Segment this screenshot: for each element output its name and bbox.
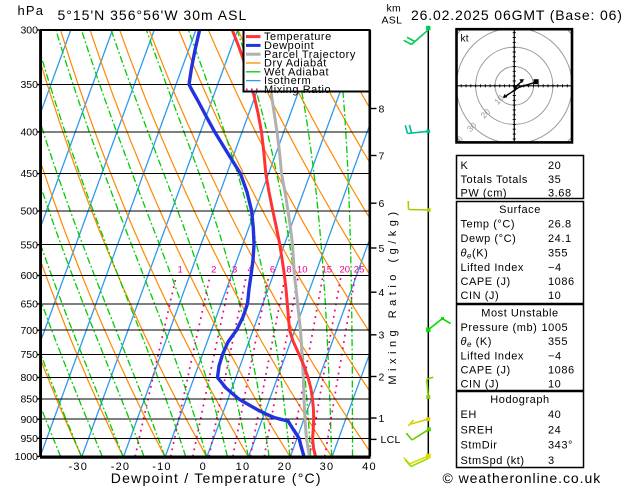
- svg-text:hPa: hPa: [18, 3, 45, 18]
- svg-text:Wet Adiabat: Wet Adiabat: [264, 66, 329, 78]
- svg-text:355: 355: [548, 336, 568, 348]
- svg-text:6: 6: [379, 198, 385, 210]
- svg-text:Mixing Ratio: Mixing Ratio: [264, 84, 331, 96]
- svg-text:K: K: [461, 160, 469, 172]
- svg-text:4: 4: [379, 287, 385, 299]
- svg-text:Lifted Index: Lifted Index: [461, 262, 524, 274]
- svg-text:CIN (J): CIN (J): [461, 290, 500, 302]
- svg-text:-20: -20: [111, 461, 131, 473]
- svg-text:3: 3: [379, 330, 385, 342]
- svg-text:15: 15: [322, 265, 333, 276]
- svg-text:ASL: ASL: [382, 15, 403, 27]
- svg-text:Dewpoint: Dewpoint: [264, 40, 314, 52]
- svg-text:1000: 1000: [15, 451, 39, 463]
- svg-text:θe(K): θe(K): [461, 247, 489, 260]
- svg-text:Dry Adiabat: Dry Adiabat: [264, 58, 327, 70]
- svg-text:3: 3: [232, 265, 237, 276]
- svg-text:10: 10: [297, 265, 308, 276]
- svg-text:-10: -10: [152, 461, 172, 473]
- svg-text:Temp (°C): Temp (°C): [461, 219, 516, 231]
- svg-text:8: 8: [286, 265, 291, 276]
- svg-text:Totals Totals: Totals Totals: [461, 174, 528, 186]
- svg-text:StmSpd (kt): StmSpd (kt): [461, 455, 525, 467]
- svg-text:850: 850: [20, 394, 38, 406]
- svg-text:300: 300: [20, 25, 38, 37]
- svg-text:1086: 1086: [548, 276, 575, 288]
- svg-text:30: 30: [320, 461, 335, 473]
- svg-text:600: 600: [20, 270, 38, 282]
- svg-text:© weatheronline.co.uk: © weatheronline.co.uk: [443, 470, 602, 486]
- svg-text:10: 10: [548, 290, 561, 302]
- svg-text:2: 2: [379, 371, 385, 383]
- svg-text:−4: −4: [548, 350, 562, 362]
- svg-text:35: 35: [548, 174, 561, 186]
- svg-text:LCL: LCL: [381, 434, 401, 446]
- svg-text:-30: -30: [69, 461, 89, 473]
- svg-text:650: 650: [20, 299, 38, 311]
- svg-text:26.02.2025 06GMT (Base: 06): 26.02.2025 06GMT (Base: 06): [411, 7, 623, 23]
- svg-text:355: 355: [548, 247, 568, 259]
- svg-text:800: 800: [20, 372, 38, 384]
- svg-text:1: 1: [177, 265, 182, 276]
- svg-text:0: 0: [200, 461, 207, 473]
- svg-text:550: 550: [20, 239, 38, 251]
- svg-text:Most Unstable: Most Unstable: [481, 308, 558, 320]
- svg-text:2: 2: [211, 265, 216, 276]
- svg-text:StmDir: StmDir: [461, 440, 498, 452]
- svg-text:Lifted Index: Lifted Index: [461, 350, 524, 362]
- svg-text:3.68: 3.68: [548, 187, 572, 199]
- svg-text:Parcel Trajectory: Parcel Trajectory: [264, 49, 356, 61]
- svg-text:km: km: [387, 3, 402, 15]
- svg-text:950: 950: [20, 433, 38, 445]
- svg-text:CIN (J): CIN (J): [461, 379, 500, 391]
- svg-text:CAPE (J): CAPE (J): [461, 276, 511, 288]
- svg-text:20: 20: [278, 461, 293, 473]
- svg-text:750: 750: [20, 349, 38, 361]
- svg-text:EH: EH: [461, 409, 477, 421]
- svg-text:Isotherm: Isotherm: [264, 75, 311, 87]
- svg-text:5°15'N 356°56'W 30m ASL: 5°15'N 356°56'W 30m ASL: [58, 7, 248, 23]
- svg-text:CAPE (J): CAPE (J): [461, 365, 511, 377]
- svg-text:1086: 1086: [548, 365, 575, 377]
- svg-text:40: 40: [548, 409, 561, 421]
- svg-text:26.8: 26.8: [548, 219, 572, 231]
- svg-text:24: 24: [548, 424, 561, 436]
- svg-text:350: 350: [20, 79, 38, 91]
- svg-text:900: 900: [20, 414, 38, 426]
- svg-text:−4: −4: [548, 262, 562, 274]
- svg-text:24.1: 24.1: [548, 233, 572, 245]
- svg-text:400: 400: [20, 127, 38, 139]
- svg-text:25: 25: [354, 265, 365, 276]
- svg-text:Surface: Surface: [499, 204, 541, 216]
- svg-text:SREH: SREH: [461, 424, 494, 436]
- svg-text:Hodograph: Hodograph: [490, 394, 549, 406]
- svg-text:20: 20: [548, 160, 561, 172]
- svg-text:3: 3: [548, 455, 555, 467]
- svg-text:θe (K): θe (K): [461, 336, 492, 349]
- svg-text:PW (cm): PW (cm): [461, 187, 508, 199]
- svg-text:1005: 1005: [542, 322, 569, 334]
- svg-text:7: 7: [379, 150, 385, 162]
- svg-text:40: 40: [451, 134, 465, 148]
- svg-text:10: 10: [548, 379, 561, 391]
- svg-text:10: 10: [236, 461, 251, 473]
- svg-text:Temperature: Temperature: [264, 31, 332, 43]
- svg-text:Mixing Ratio (g/kg): Mixing Ratio (g/kg): [387, 207, 399, 384]
- svg-text:kt: kt: [461, 34, 469, 45]
- svg-text:Dewp (°C): Dewp (°C): [461, 233, 517, 245]
- svg-text:6: 6: [270, 265, 275, 276]
- svg-text:20: 20: [340, 265, 351, 276]
- svg-text:700: 700: [20, 325, 38, 337]
- svg-text:500: 500: [20, 206, 38, 218]
- svg-text:40: 40: [362, 461, 377, 473]
- svg-text:343°: 343°: [548, 440, 573, 452]
- svg-text:450: 450: [20, 168, 38, 180]
- svg-text:Dewpoint / Temperature (°C): Dewpoint / Temperature (°C): [111, 470, 322, 486]
- svg-text:1: 1: [379, 413, 385, 425]
- svg-text:8: 8: [379, 103, 385, 115]
- svg-text:Pressure (mb): Pressure (mb): [461, 322, 538, 334]
- svg-text:5: 5: [379, 243, 385, 255]
